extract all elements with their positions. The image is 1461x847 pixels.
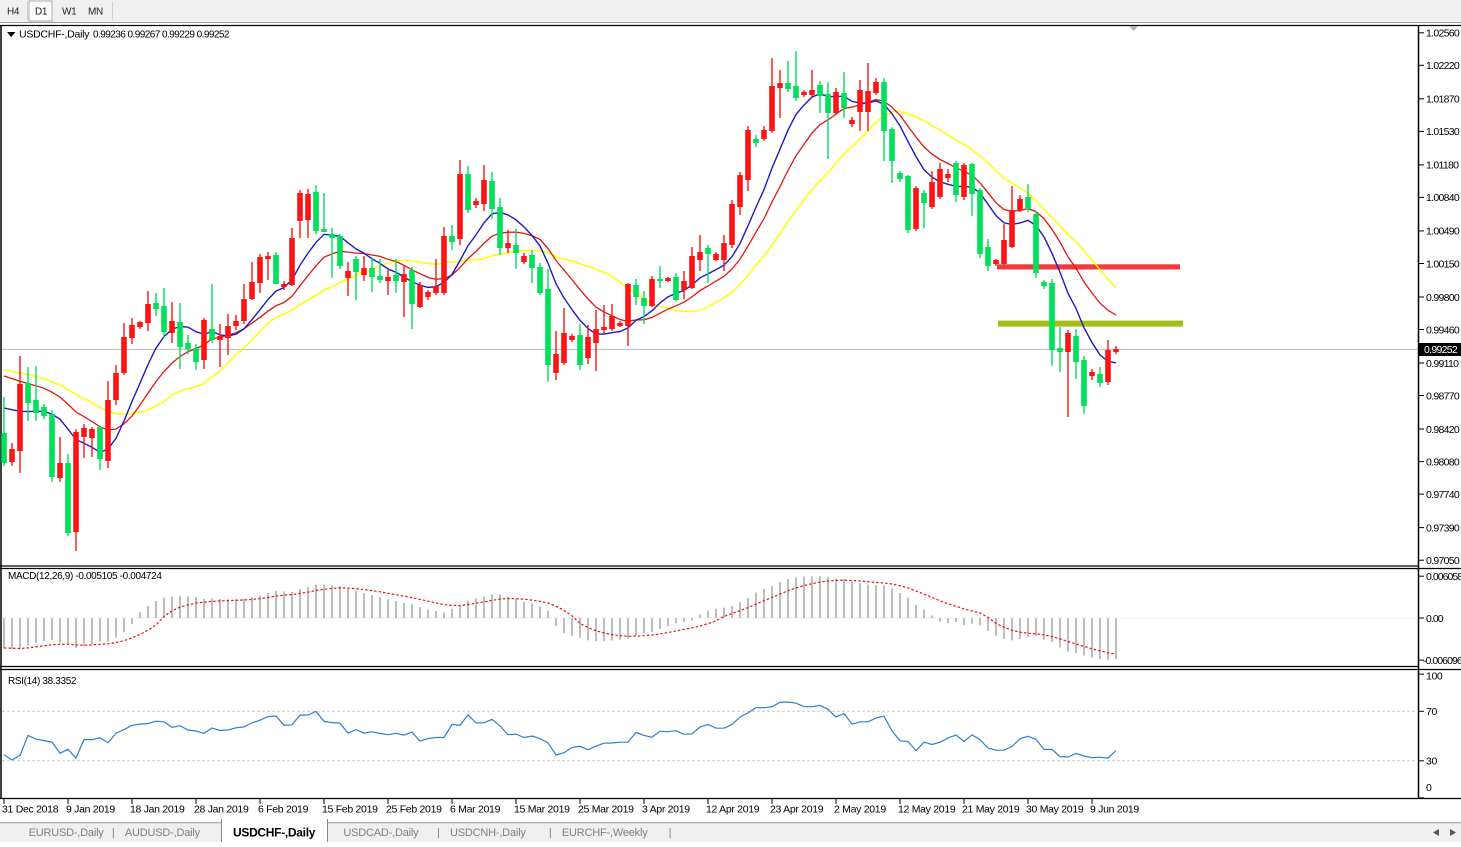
svg-text:USDCHF-,Daily: USDCHF-,Daily — [233, 826, 316, 840]
svg-text:0.97390: 0.97390 — [1426, 522, 1460, 534]
svg-text:25 Feb 2019: 25 Feb 2019 — [386, 804, 442, 816]
svg-text:0.98080: 0.98080 — [1426, 456, 1460, 468]
svg-text:70: 70 — [1426, 706, 1437, 718]
svg-text:H4: H4 — [7, 7, 20, 18]
svg-text:0.99460: 0.99460 — [1426, 324, 1460, 336]
svg-text:0.00: 0.00 — [1426, 613, 1444, 625]
svg-text:18 Jan 2019: 18 Jan 2019 — [130, 804, 185, 816]
svg-text:9 Jan 2019: 9 Jan 2019 — [66, 804, 115, 816]
svg-text:MN: MN — [88, 7, 103, 18]
svg-text:0.97740: 0.97740 — [1426, 489, 1460, 501]
svg-text:0.99110: 0.99110 — [1426, 358, 1459, 370]
svg-text:0.99800: 0.99800 — [1426, 292, 1460, 304]
svg-text:1.02560: 1.02560 — [1426, 28, 1460, 40]
svg-text:USDCAD-,Daily: USDCAD-,Daily — [343, 827, 419, 839]
svg-text:31 Dec 2018: 31 Dec 2018 — [2, 804, 59, 816]
svg-text:|: | — [437, 827, 440, 839]
svg-text:30 May 2019: 30 May 2019 — [1026, 804, 1084, 816]
svg-text:1.01530: 1.01530 — [1426, 126, 1460, 138]
svg-text:15 Mar 2019: 15 Mar 2019 — [514, 804, 570, 816]
svg-text:0.98420: 0.98420 — [1426, 424, 1460, 436]
svg-text:MACD(12,26,9) -0.005105 -0.004: MACD(12,26,9) -0.005105 -0.004724 — [8, 571, 162, 582]
svg-text:28 Jan 2019: 28 Jan 2019 — [194, 804, 249, 816]
svg-text:23 Apr 2019: 23 Apr 2019 — [770, 804, 824, 816]
svg-text:1.01180: 1.01180 — [1426, 160, 1459, 172]
svg-text:0.99236 0.99267 0.99229 0.9925: 0.99236 0.99267 0.99229 0.99252 — [93, 30, 230, 41]
svg-text:AUDUSD-,Daily: AUDUSD-,Daily — [125, 827, 201, 839]
svg-text:EURUSD-,Daily: EURUSD-,Daily — [29, 827, 105, 839]
svg-text:1.00840: 1.00840 — [1426, 192, 1460, 204]
svg-text:|: | — [549, 827, 552, 839]
svg-text:1.01870: 1.01870 — [1426, 94, 1460, 106]
svg-text:0: 0 — [1426, 782, 1432, 794]
svg-text:12 Apr 2019: 12 Apr 2019 — [706, 804, 760, 816]
svg-text:6 Feb 2019: 6 Feb 2019 — [258, 804, 309, 816]
svg-text:25 Mar 2019: 25 Mar 2019 — [578, 804, 634, 816]
svg-text:1.00490: 1.00490 — [1426, 226, 1460, 238]
svg-text:USDCNH-,Daily: USDCNH-,Daily — [450, 827, 526, 839]
svg-text:|: | — [669, 827, 672, 839]
svg-text:3 Apr 2019: 3 Apr 2019 — [642, 804, 690, 816]
svg-text:EURCHF-,Weekly: EURCHF-,Weekly — [562, 827, 648, 839]
svg-text:9 Jun 2019: 9 Jun 2019 — [1090, 804, 1139, 816]
svg-text:USDCHF-,Daily: USDCHF-,Daily — [19, 29, 90, 41]
svg-text:0.97050: 0.97050 — [1426, 555, 1460, 567]
svg-text:15 Feb 2019: 15 Feb 2019 — [322, 804, 378, 816]
svg-text:0.99252: 0.99252 — [1424, 344, 1458, 356]
svg-text:W1: W1 — [62, 7, 77, 18]
svg-text:100: 100 — [1426, 671, 1443, 683]
svg-text:0.006058: 0.006058 — [1426, 571, 1461, 583]
svg-text:6 Mar 2019: 6 Mar 2019 — [450, 804, 501, 816]
svg-text:RSI(14) 38.3352: RSI(14) 38.3352 — [8, 676, 77, 687]
svg-text:1.00150: 1.00150 — [1426, 258, 1460, 270]
svg-text:2 May 2019: 2 May 2019 — [834, 804, 886, 816]
svg-text:30: 30 — [1426, 756, 1437, 768]
svg-text:D1: D1 — [35, 7, 48, 18]
svg-text:0.98770: 0.98770 — [1426, 390, 1460, 402]
svg-text:|: | — [112, 827, 115, 839]
svg-text:12 May 2019: 12 May 2019 — [898, 804, 956, 816]
svg-text:21 May 2019: 21 May 2019 — [962, 804, 1020, 816]
svg-text:-0.006096: -0.006096 — [1423, 655, 1461, 667]
svg-text:1.02220: 1.02220 — [1426, 60, 1460, 72]
